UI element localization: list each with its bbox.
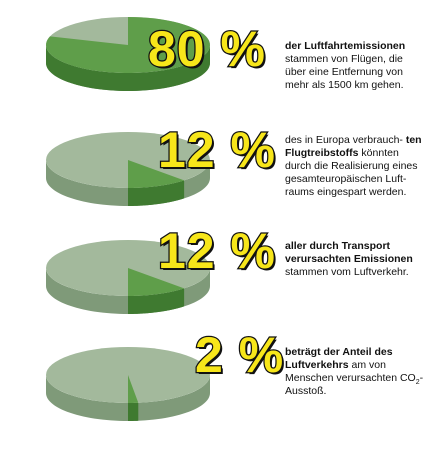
- description-4-bold: beträgt der Anteil des Luftverkehrs: [285, 346, 393, 371]
- description-2-bold: ten Flugtreibstoffs: [285, 134, 422, 159]
- pie-3-share-side-0: [128, 288, 185, 314]
- description-4-text: am von Menschen verursachten CO: [285, 359, 416, 384]
- pie-2-share-slice: [128, 160, 185, 188]
- pie-row-2: 12 % des in Europa verbrauch- ten Flugtr…: [0, 115, 430, 225]
- description-4-sub: 2: [415, 379, 420, 387]
- pie-row-4: 2 % beträgt der Anteil des Luftverkehrs …: [0, 327, 430, 440]
- pie-chart-3: [46, 240, 210, 314]
- pie-4-rest-side: [46, 375, 210, 421]
- pie-1-share-side-0: [46, 45, 210, 91]
- percent-label-2: 12 %: [157, 122, 276, 178]
- description-3: aller durch Transport verursachten Emiss…: [285, 240, 425, 279]
- pie-4-share-slice: [128, 375, 139, 403]
- pie-chart-4: [46, 347, 210, 421]
- pie-2-share-side-0: [128, 180, 185, 206]
- pie-1-share-slice: [46, 17, 210, 73]
- description-1: der Luftfahrtemissionen stammen von Flüg…: [285, 40, 425, 92]
- percent-label-1: 80 %: [147, 21, 266, 77]
- pie-row-1: 80 % der Luftfahrtemissionen stammen von…: [0, 0, 430, 110]
- description-1-text: stammen von Flügen, die über eine Entfer…: [285, 53, 404, 91]
- percent-label-4: 2 %: [194, 327, 285, 383]
- pie-chart-2: [46, 132, 210, 206]
- description-2: des in Europa verbrauch- ten Flugtreibst…: [285, 134, 425, 199]
- description-4: beträgt der Anteil des Luftverkehrs am v…: [285, 346, 425, 398]
- pie-row-3: 12 % aller durch Transport verursachten …: [0, 222, 430, 332]
- description-3-text: stammen vom Luftverkehr.: [285, 266, 409, 278]
- description-3-bold: aller durch Transport verursachten Emiss…: [285, 240, 413, 265]
- pie-3-share-slice: [128, 268, 185, 296]
- pie-chart-1: [46, 17, 210, 91]
- description-1-bold: der Luftfahrtemissionen: [285, 40, 406, 52]
- percent-label-3: 12 %: [157, 223, 276, 279]
- description-2-pre: des in Europa verbrauch-: [285, 134, 403, 146]
- description-2-text: könnten durch die Realisierung eines ges…: [285, 147, 418, 198]
- description-4-end: -Ausstoß.: [285, 372, 424, 397]
- pie-4-share-side-0: [128, 402, 139, 421]
